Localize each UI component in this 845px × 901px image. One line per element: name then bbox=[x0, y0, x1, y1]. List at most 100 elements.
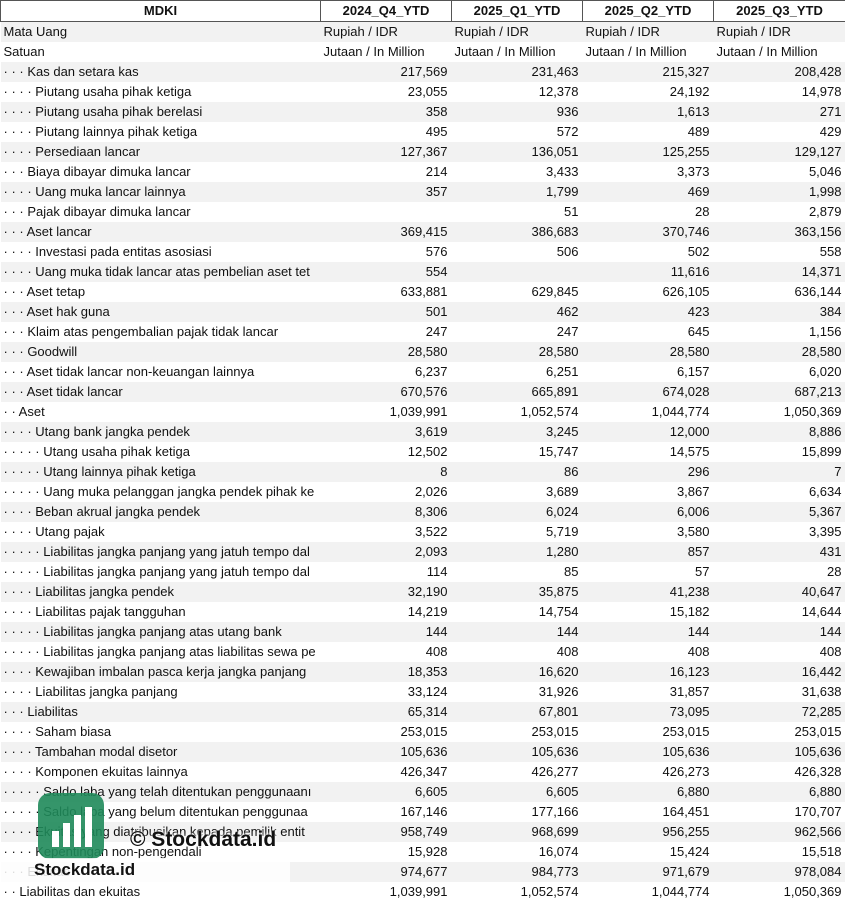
header-row: MDKI 2024_Q4_YTD 2025_Q1_YTD 2025_Q2_YTD 202… bbox=[0, 0, 845, 22]
cell: 296 bbox=[582, 462, 714, 482]
data-row: · · · · Piutang usaha pihak ketiga 23,055… bbox=[1, 82, 845, 102]
cell: 28 bbox=[827, 564, 842, 579]
row-label: · · · · Liabilitas pajak tangguhan bbox=[3, 604, 186, 619]
cell: 28,580 bbox=[320, 342, 452, 362]
cell: 384 bbox=[713, 302, 845, 322]
cell: 31,926 bbox=[538, 684, 579, 699]
cell: 572 bbox=[556, 124, 579, 139]
data-row: · · · Liabilitas 65,314 67,801 73,095 72,285 bbox=[0, 702, 845, 722]
cell: 114 bbox=[426, 564, 448, 579]
cell: 956,255 bbox=[582, 822, 714, 842]
cell bbox=[321, 202, 452, 222]
cell: 370,746 bbox=[582, 222, 714, 242]
cell: 23,055 bbox=[407, 84, 448, 99]
row-label: · · · · Komponen ekuitas lainnya bbox=[3, 764, 188, 779]
cell: 164,451 bbox=[662, 804, 710, 819]
cell: 3,522 bbox=[414, 524, 448, 539]
cell: 67,801 bbox=[451, 702, 583, 722]
row-label: · · · · · Uang muka pelanggan jangka pen… bbox=[3, 484, 315, 499]
cell: 144 bbox=[713, 622, 845, 642]
cell: 971,679 bbox=[582, 862, 714, 882]
cell: 57 bbox=[695, 564, 710, 579]
cell: 8,886 bbox=[713, 422, 845, 442]
cell: 674,028 bbox=[582, 382, 714, 402]
cell: 2025_Q2_YTD bbox=[582, 0, 714, 22]
data-row: · · · · Komponen ekuitas lainnya 426,347 4… bbox=[1, 762, 845, 782]
row-label: · · · Pajak dibayar dimuka lancar bbox=[3, 204, 191, 219]
data-row: · · · · Utang pajak 3,522 5,719 3,580 3,395 bbox=[1, 522, 845, 542]
cell: 40,647 bbox=[713, 582, 845, 602]
data-row: · · · Pajak dibayar dimuka lancar 51 28 2,8… bbox=[1, 202, 845, 222]
row-label: · · · Aset lancar bbox=[0, 222, 321, 242]
cell: 35,875 bbox=[451, 582, 583, 602]
cell: 6,605 bbox=[320, 782, 452, 802]
cell: 2,026 bbox=[414, 484, 448, 499]
cell: 28 bbox=[695, 204, 710, 219]
data-row: · · · · · Saldo laba yang belum ditentuk… bbox=[1, 802, 845, 822]
row-label: · · · · · Liabilitas jangka panjang yang… bbox=[0, 542, 321, 562]
cell: 5,367 bbox=[713, 502, 845, 522]
cell: 1,280 bbox=[451, 542, 583, 562]
data-row: · · · · · Utang usaha pihak ketiga 12,502… bbox=[1, 442, 845, 462]
cell: 14,978 bbox=[801, 84, 842, 99]
cell: 958,749 bbox=[320, 822, 452, 842]
row-label: · · · Aset tidak lancar non-keuangan lai… bbox=[3, 364, 255, 379]
data-row: · · · Klaim atas pengembalian pajak tida… bbox=[1, 322, 845, 342]
row-label: · · · · Beban akrual jangka pendek bbox=[0, 502, 321, 522]
data-row: · · · · Persediaan lancar 127,367 136,051 1… bbox=[0, 142, 845, 162]
cell: 14,754 bbox=[538, 604, 579, 619]
row-label: · · Liabilitas dan ekuitas bbox=[3, 884, 141, 899]
cell: 144 bbox=[582, 622, 714, 642]
cell: 6,020 bbox=[808, 364, 842, 379]
cell: 431 bbox=[713, 542, 845, 562]
cell: 629,845 bbox=[531, 284, 579, 299]
data-row: · · · · Uang muka tidak lancar atas pemb… bbox=[0, 262, 845, 282]
cell: 125,255 bbox=[582, 142, 714, 162]
cell: 1,050,369 bbox=[783, 884, 842, 899]
data-row: · · · · Kewajiban imbalan pasca kerja ja… bbox=[0, 662, 845, 682]
cell: Jutaan / In Million bbox=[323, 44, 425, 59]
cell: 6,024 bbox=[451, 502, 583, 522]
row-label: · · · Aset tetap bbox=[3, 284, 86, 299]
data-row: · · · · Tambahan modal disetor 105,636 105… bbox=[0, 742, 845, 762]
watermark-brand-box: Stockdata.id bbox=[0, 858, 290, 884]
cell: 3,867 bbox=[676, 484, 710, 499]
cell: 687,213 bbox=[713, 382, 845, 402]
cell: 489 bbox=[687, 124, 710, 139]
row-label: · · Aset bbox=[3, 404, 45, 419]
cell: Rupiah / IDR bbox=[713, 21, 845, 42]
row-label: · · · Aset hak guna bbox=[0, 302, 321, 322]
data-row: · · · · Saham biasa 253,015 253,015 253,015… bbox=[1, 722, 845, 742]
cell: 12,000 bbox=[582, 422, 714, 442]
cell: Rupiah / IDR bbox=[320, 21, 452, 42]
cell: 6,880 bbox=[582, 782, 714, 802]
cell: 144 bbox=[320, 622, 452, 642]
row-label: · · · · Tambahan modal disetor bbox=[0, 742, 321, 762]
cell: 65,314 bbox=[320, 702, 452, 722]
cell: 177,166 bbox=[531, 804, 579, 819]
cell: 408 bbox=[687, 644, 710, 659]
cell: 231,463 bbox=[451, 62, 583, 82]
cell: 2025_Q3_YTD bbox=[713, 0, 845, 22]
row-label: · · · · Utang pajak bbox=[3, 524, 105, 539]
cell: 12,502 bbox=[407, 444, 448, 459]
cell: 253,015 bbox=[662, 724, 710, 739]
cell: 15,928 bbox=[407, 844, 448, 859]
cell: 18,353 bbox=[320, 662, 452, 682]
cell: 3,433 bbox=[545, 164, 579, 179]
cell: 1,044,774 bbox=[651, 884, 710, 899]
cell: 408 bbox=[819, 644, 842, 659]
row-label: · · · Kas dan setara kas bbox=[0, 62, 321, 82]
cell: 41,238 bbox=[582, 582, 714, 602]
cell: 636,144 bbox=[794, 284, 842, 299]
data-row: · · · Aset tidak lancar non-keuangan lai… bbox=[1, 362, 845, 382]
cell: 129,127 bbox=[713, 142, 845, 162]
cell: 502 bbox=[687, 244, 710, 259]
cell: 3,245 bbox=[451, 422, 583, 442]
cell: Jutaan / In Million bbox=[454, 44, 556, 59]
cell: 386,683 bbox=[451, 222, 583, 242]
cell: 1,998 bbox=[713, 182, 845, 202]
cell: 5,046 bbox=[808, 164, 842, 179]
cell: 144 bbox=[451, 622, 583, 642]
cell: 1,039,991 bbox=[389, 884, 448, 899]
